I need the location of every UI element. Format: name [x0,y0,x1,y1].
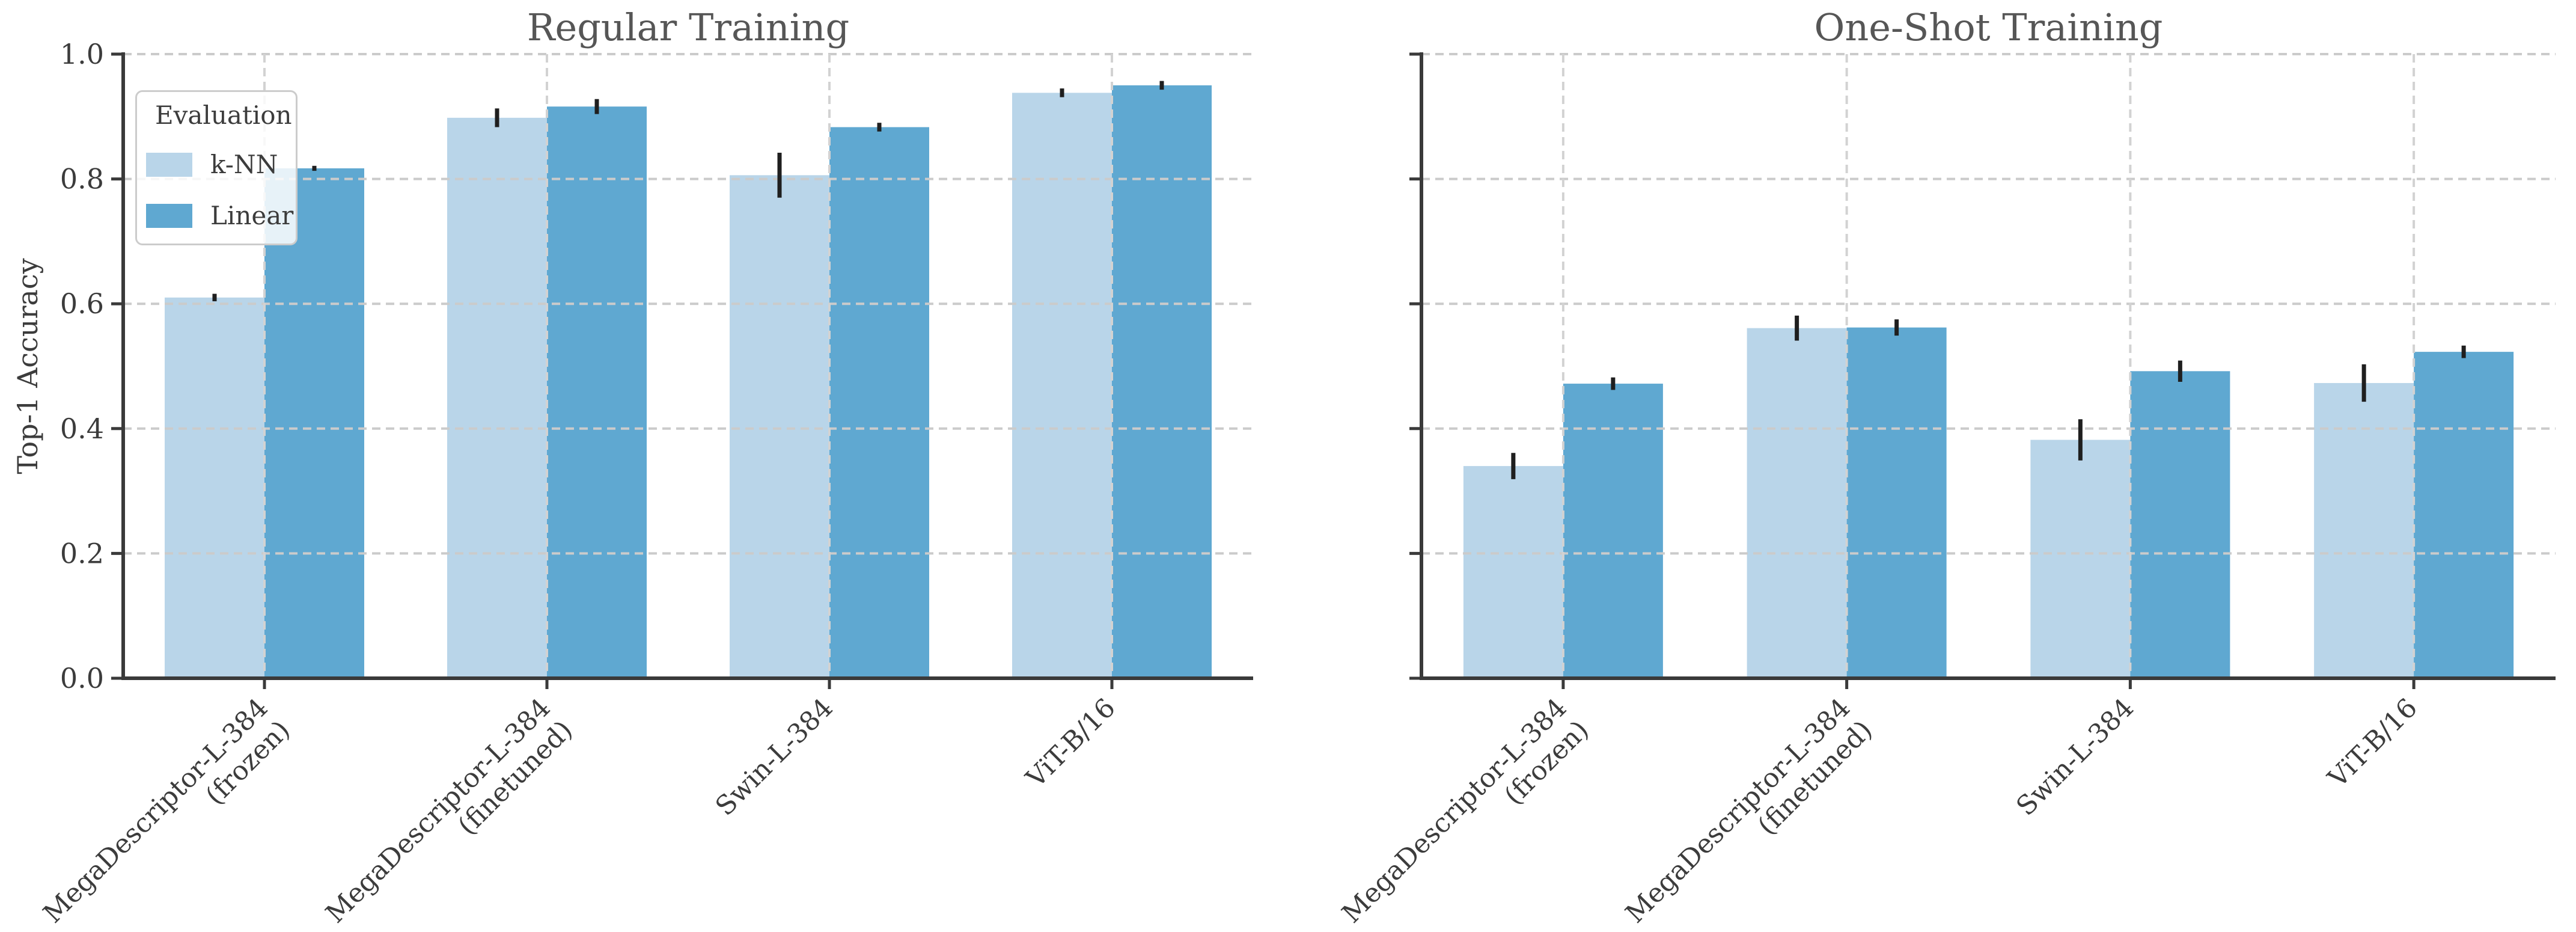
x-tick-label: Swin-L-384 [710,693,839,822]
y-tick-label: 0.4 [60,412,104,445]
y-tick-label: 0.2 [60,537,104,569]
y-tick-label: 0.0 [60,662,104,694]
subplot-1: MegaDescriptor-L-384(frozen) MegaDescript… [1336,52,2556,932]
x-tick-label: Swin-L-384 [2010,693,2140,822]
bar-knn-3 [2314,383,2414,678]
y-tick-label: 1.0 [60,38,104,70]
bar-linear-0 [264,168,364,679]
x-tick-label: ViT-B/16 [2322,693,2423,794]
bar-linear-2 [829,127,929,679]
bar-knn-0 [1463,466,1563,678]
x-tick-label: MegaDescriptor-L-384(finetuned) [320,693,578,932]
legend-label-linear: Linear [210,201,294,231]
bar-knn-2 [2030,440,2131,678]
legend-swatch-linear [146,203,192,228]
bar-linear-0 [1563,384,1663,678]
y-axis-label: Top-1 Accuracy [11,258,44,474]
bar-linear-1 [547,106,647,678]
bar-linear-3 [1112,85,1212,678]
bar-linear-1 [1846,327,1947,678]
y-tick-label: 0.6 [60,287,104,320]
bar-knn-2 [730,175,829,678]
bar-knn-3 [1012,93,1112,678]
legend-item-knn: k-NN [137,150,296,179]
legend-item-linear: Linear [137,201,296,230]
legend-title: Evaluation [155,100,292,130]
x-tick-label: ViT-B/16 [1020,693,1122,794]
bar-knn-1 [1747,328,1847,678]
x-tick-label: MegaDescriptor-L-384(finetuned) [1620,693,1878,932]
x-tick-label: MegaDescriptor-L-384(frozen) [37,693,296,932]
legend-label-knn: k-NN [210,150,278,180]
x-tick-label: MegaDescriptor-L-384(frozen) [1336,693,1595,932]
bar-linear-2 [2130,371,2230,678]
bar-knn-0 [165,297,264,678]
legend-swatch-knn [146,152,192,177]
bar-linear-3 [2414,352,2514,678]
y-tick-label: 0.8 [60,163,104,195]
bar-knn-1 [447,117,547,679]
legend: Evaluation k-NN Linear [135,90,298,246]
